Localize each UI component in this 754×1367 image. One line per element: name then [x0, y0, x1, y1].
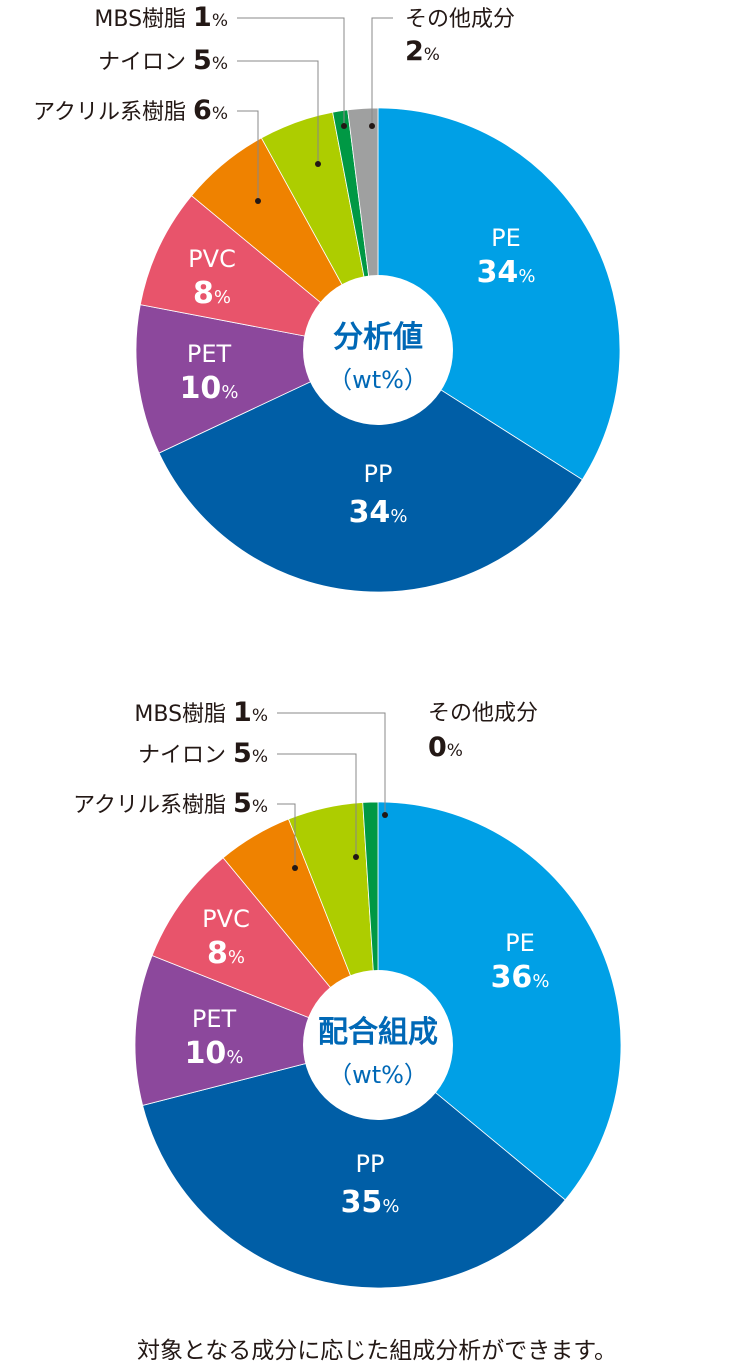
slice-label-1: PP [356, 1150, 385, 1178]
slice-label-3: PVC [188, 245, 236, 273]
leader-line-5 [237, 60, 319, 164]
slice-value-3: 8% [193, 276, 231, 311]
outside-label-7: その他成分 [428, 701, 538, 726]
slice-label-0: PE [505, 929, 535, 957]
leader-line-4 [277, 803, 296, 868]
leader-dot-4 [292, 865, 298, 871]
slice-value-1: 35% [341, 1185, 400, 1220]
outside-label-5: ナイロン 5% [138, 738, 268, 769]
slice-value-3: 8% [207, 936, 245, 971]
leader-line-7 [371, 17, 393, 126]
chart-analysis-values: 分析値 （wt%） PE 34% PP 34% PET 10% PVC 8% MBS樹脂 1% ナイロ… [33, 2, 621, 593]
slice-value-0: 34% [477, 255, 536, 290]
slice-value-1: 34% [349, 495, 408, 530]
leader-dot-5 [353, 854, 359, 860]
leader-dot-6 [341, 123, 347, 129]
slice-label-0: PE [491, 224, 521, 252]
center-subtitle: （wt%） [328, 366, 428, 394]
outside-label-6: MBS樹脂 1% [94, 2, 228, 33]
leader-dot-7 [369, 123, 375, 129]
slice-value-2: 10% [185, 1036, 244, 1071]
leader-line-4 [237, 110, 259, 201]
outside-label-7: その他成分 [405, 7, 515, 32]
slice-0 [377, 801, 622, 1201]
slice-1 [158, 349, 583, 593]
leader-line-5 [277, 753, 357, 857]
outside-label-6: MBS樹脂 1% [134, 697, 268, 728]
leader-line-6 [277, 712, 386, 815]
leader-line-6 [237, 17, 345, 126]
slice-label-2: PET [192, 1005, 237, 1033]
slice-value-2: 10% [180, 371, 239, 406]
leader-dot-5 [315, 161, 321, 167]
outside-label-5: ナイロン 5% [98, 45, 228, 76]
outside-label-4: アクリル系樹脂 6% [33, 95, 228, 126]
outside-label-4: アクリル系樹脂 5% [73, 788, 268, 819]
slice-label-1: PP [364, 460, 393, 488]
leader-dot-4 [255, 198, 261, 204]
chart-blend-composition: 配合組成 （wt%） PE 36% PP 35% PET 10% PVC 8% MBS樹脂 1% ナイ… [73, 697, 622, 1289]
slice-label-2: PET [187, 340, 232, 368]
slice-1 [142, 1044, 566, 1289]
slice-label-3: PVC [202, 905, 250, 933]
center-title: 分析値 [333, 320, 423, 355]
center-subtitle: （wt%） [328, 1061, 428, 1089]
outside-value-7: 2% [405, 36, 440, 67]
donut-hole [303, 275, 453, 425]
slice-2 [134, 955, 380, 1106]
leader-dot-6 [382, 812, 388, 818]
outside-value-7: 0% [428, 732, 463, 763]
center-title: 配合組成 [318, 1015, 438, 1050]
caption: 対象となる成分に応じた組成分析ができます。 [137, 1338, 617, 1364]
donut-hole [303, 970, 453, 1120]
slice-value-0: 36% [491, 960, 550, 995]
